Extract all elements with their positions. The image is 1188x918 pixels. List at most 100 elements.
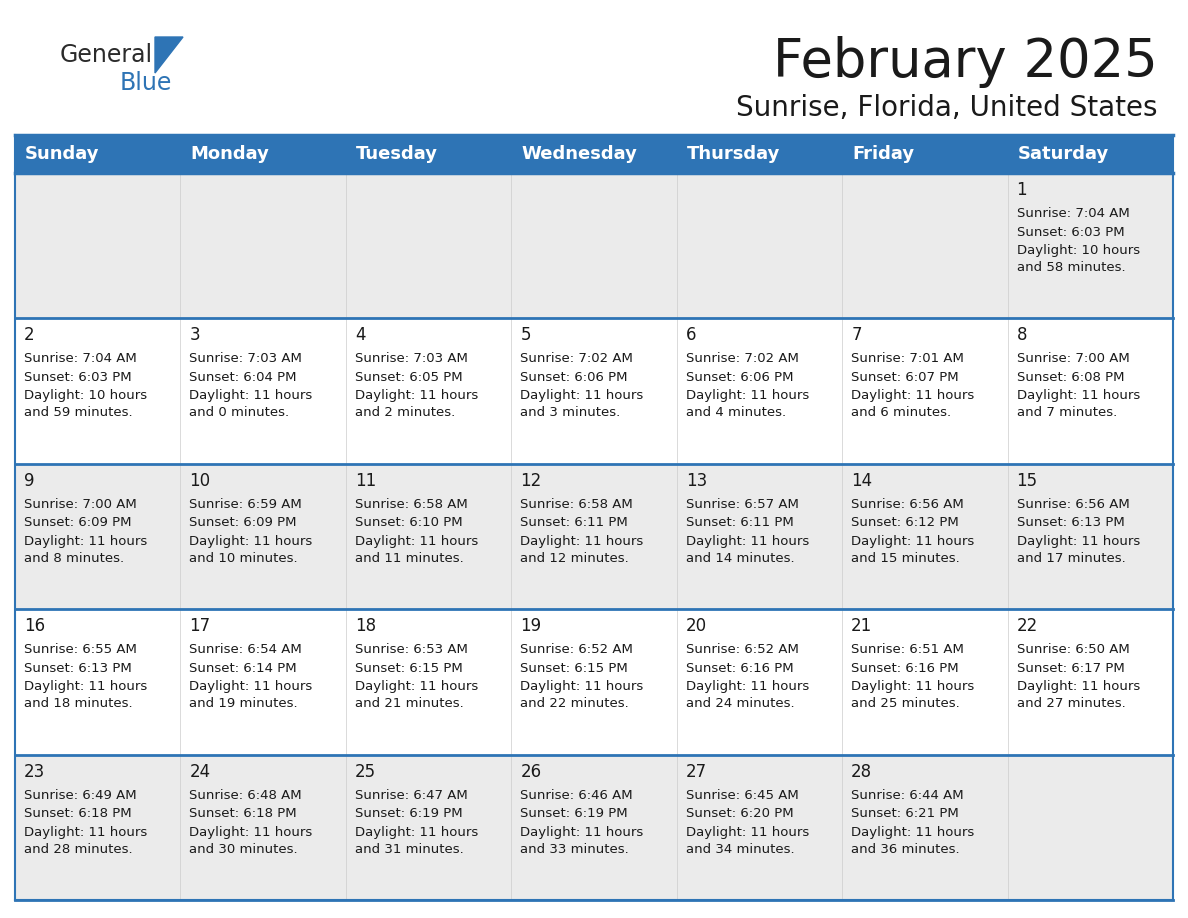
Text: Daylight: 11 hours
and 21 minutes.: Daylight: 11 hours and 21 minutes. [355,680,478,711]
Text: Daylight: 11 hours
and 34 minutes.: Daylight: 11 hours and 34 minutes. [685,825,809,856]
Text: Sunrise: 7:01 AM: Sunrise: 7:01 AM [851,353,963,365]
Bar [15,319,1173,464]
Text: 15: 15 [1017,472,1037,490]
Text: Sunset: 6:18 PM: Sunset: 6:18 PM [24,807,132,820]
Text: 8: 8 [1017,327,1028,344]
Text: 9: 9 [24,472,34,490]
Text: General: General [61,43,153,67]
Text: 28: 28 [851,763,872,780]
Text: 11: 11 [355,472,377,490]
Text: 1: 1 [1017,181,1028,199]
Text: Daylight: 11 hours
and 27 minutes.: Daylight: 11 hours and 27 minutes. [1017,680,1139,711]
Bar [511,135,677,173]
Bar [15,610,1173,755]
Text: Daylight: 11 hours
and 24 minutes.: Daylight: 11 hours and 24 minutes. [685,680,809,711]
Text: Sunset: 6:15 PM: Sunset: 6:15 PM [355,662,462,675]
Text: Sunset: 6:03 PM: Sunset: 6:03 PM [24,371,132,384]
Text: Sunrise: 6:47 AM: Sunrise: 6:47 AM [355,789,468,801]
Text: Daylight: 11 hours
and 28 minutes.: Daylight: 11 hours and 28 minutes. [24,825,147,856]
Text: Sunrise: 6:54 AM: Sunrise: 6:54 AM [189,644,302,656]
Text: Sunset: 6:19 PM: Sunset: 6:19 PM [355,807,462,820]
Polygon shape [154,37,183,73]
Text: 27: 27 [685,763,707,780]
Text: 25: 25 [355,763,375,780]
Text: Sunrise: 6:58 AM: Sunrise: 6:58 AM [355,498,468,510]
Text: Daylight: 11 hours
and 14 minutes.: Daylight: 11 hours and 14 minutes. [685,535,809,565]
Text: 22: 22 [1017,617,1038,635]
Text: Sunset: 6:16 PM: Sunset: 6:16 PM [851,662,959,675]
Text: Sunrise: 6:51 AM: Sunrise: 6:51 AM [851,644,963,656]
Text: Daylight: 11 hours
and 18 minutes.: Daylight: 11 hours and 18 minutes. [24,680,147,711]
Text: Daylight: 11 hours
and 0 minutes.: Daylight: 11 hours and 0 minutes. [189,389,312,420]
Text: Sunset: 6:13 PM: Sunset: 6:13 PM [1017,516,1124,530]
Text: Sunset: 6:18 PM: Sunset: 6:18 PM [189,807,297,820]
Text: Sunrise: 7:04 AM: Sunrise: 7:04 AM [1017,207,1130,220]
Text: Sunset: 6:11 PM: Sunset: 6:11 PM [685,516,794,530]
Text: 3: 3 [189,327,200,344]
Text: Daylight: 11 hours
and 33 minutes.: Daylight: 11 hours and 33 minutes. [520,825,644,856]
Text: Sunset: 6:09 PM: Sunset: 6:09 PM [24,516,132,530]
Text: Daylight: 11 hours
and 31 minutes.: Daylight: 11 hours and 31 minutes. [355,825,478,856]
Text: Sunrise: 7:04 AM: Sunrise: 7:04 AM [24,353,137,365]
Text: Sunset: 6:07 PM: Sunset: 6:07 PM [851,371,959,384]
Bar [15,135,181,173]
Text: Daylight: 11 hours
and 2 minutes.: Daylight: 11 hours and 2 minutes. [355,389,478,420]
Text: Daylight: 11 hours
and 3 minutes.: Daylight: 11 hours and 3 minutes. [520,389,644,420]
Text: Daylight: 11 hours
and 10 minutes.: Daylight: 11 hours and 10 minutes. [189,535,312,565]
Text: Sunset: 6:17 PM: Sunset: 6:17 PM [1017,662,1124,675]
Text: 17: 17 [189,617,210,635]
Text: Tuesday: Tuesday [356,145,438,163]
Bar [842,135,1007,173]
Text: Daylight: 11 hours
and 11 minutes.: Daylight: 11 hours and 11 minutes. [355,535,478,565]
Text: Sunset: 6:05 PM: Sunset: 6:05 PM [355,371,462,384]
Text: Sunrise: 6:56 AM: Sunrise: 6:56 AM [1017,498,1130,510]
Text: Sunrise: 7:03 AM: Sunrise: 7:03 AM [189,353,302,365]
Text: Sunrise: 6:49 AM: Sunrise: 6:49 AM [24,789,137,801]
Text: Sunset: 6:19 PM: Sunset: 6:19 PM [520,807,628,820]
Text: Sunset: 6:04 PM: Sunset: 6:04 PM [189,371,297,384]
Text: 14: 14 [851,472,872,490]
Text: 20: 20 [685,617,707,635]
Text: Sunrise: 6:53 AM: Sunrise: 6:53 AM [355,644,468,656]
Text: 18: 18 [355,617,375,635]
Text: Sunrise: 6:48 AM: Sunrise: 6:48 AM [189,789,302,801]
Text: Daylight: 11 hours
and 8 minutes.: Daylight: 11 hours and 8 minutes. [24,535,147,565]
Text: Sunrise: 7:00 AM: Sunrise: 7:00 AM [24,498,137,510]
Text: Sunrise: 6:52 AM: Sunrise: 6:52 AM [685,644,798,656]
Text: Sunset: 6:12 PM: Sunset: 6:12 PM [851,516,959,530]
Text: Sunrise, Florida, United States: Sunrise, Florida, United States [737,94,1158,122]
Text: Sunrise: 6:57 AM: Sunrise: 6:57 AM [685,498,798,510]
Text: Thursday: Thursday [687,145,781,163]
Text: Sunset: 6:14 PM: Sunset: 6:14 PM [189,662,297,675]
Text: Sunrise: 6:44 AM: Sunrise: 6:44 AM [851,789,963,801]
Text: 4: 4 [355,327,366,344]
Text: Sunrise: 6:59 AM: Sunrise: 6:59 AM [189,498,302,510]
Text: Sunrise: 7:02 AM: Sunrise: 7:02 AM [685,353,798,365]
Text: Daylight: 10 hours
and 59 minutes.: Daylight: 10 hours and 59 minutes. [24,389,147,420]
Text: Daylight: 11 hours
and 7 minutes.: Daylight: 11 hours and 7 minutes. [1017,389,1139,420]
Text: Daylight: 11 hours
and 25 minutes.: Daylight: 11 hours and 25 minutes. [851,680,974,711]
Text: 10: 10 [189,472,210,490]
Text: Daylight: 11 hours
and 15 minutes.: Daylight: 11 hours and 15 minutes. [851,535,974,565]
Text: Sunrise: 6:55 AM: Sunrise: 6:55 AM [24,644,137,656]
Text: Sunset: 6:16 PM: Sunset: 6:16 PM [685,662,794,675]
Text: Daylight: 11 hours
and 6 minutes.: Daylight: 11 hours and 6 minutes. [851,389,974,420]
Text: 6: 6 [685,327,696,344]
Text: 26: 26 [520,763,542,780]
Bar [677,135,842,173]
Text: Sunrise: 7:02 AM: Sunrise: 7:02 AM [520,353,633,365]
Text: Sunset: 6:15 PM: Sunset: 6:15 PM [520,662,628,675]
Text: Sunset: 6:03 PM: Sunset: 6:03 PM [1017,226,1124,239]
Text: Sunrise: 6:52 AM: Sunrise: 6:52 AM [520,644,633,656]
Text: 21: 21 [851,617,872,635]
Text: 23: 23 [24,763,45,780]
Bar [15,173,1173,319]
Text: Daylight: 11 hours
and 30 minutes.: Daylight: 11 hours and 30 minutes. [189,825,312,856]
Text: 2: 2 [24,327,34,344]
Text: Friday: Friday [852,145,915,163]
Text: Sunrise: 6:45 AM: Sunrise: 6:45 AM [685,789,798,801]
Text: Daylight: 11 hours
and 12 minutes.: Daylight: 11 hours and 12 minutes. [520,535,644,565]
Text: Wednesday: Wednesday [522,145,637,163]
Text: 19: 19 [520,617,542,635]
Text: Sunday: Sunday [25,145,100,163]
